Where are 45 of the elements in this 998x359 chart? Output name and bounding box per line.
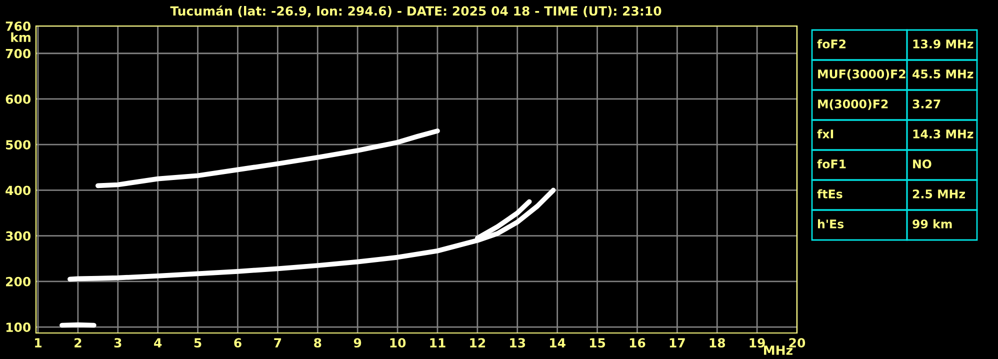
y-tick-label: 760: [6, 21, 31, 31]
text: M(3000)F2: [818, 99, 888, 110]
x-tick-label: 4: [154, 338, 162, 348]
text: 2.5 MHz: [912, 189, 965, 198]
x-tick-label: 17: [670, 338, 685, 348]
x-tick-label: 20: [789, 338, 806, 348]
text: NO: [913, 159, 932, 168]
y-axis-title: km: [11, 32, 30, 42]
y-tick-label: 400: [6, 186, 31, 196]
x-tick-label: 11: [430, 338, 446, 348]
x-tick-label: 13: [510, 338, 526, 348]
x-tick-label: 2: [74, 338, 82, 348]
x-tick-label: 14: [550, 338, 566, 348]
y-tick-label: 100: [6, 322, 31, 332]
x-tick-label: 12: [470, 338, 486, 348]
x-tick-label: 3: [114, 338, 122, 348]
text: 13.9 MHz: [913, 39, 974, 48]
text: fxI: [817, 129, 834, 138]
x-tick-label: 18: [710, 338, 726, 348]
x-tick-label: 15: [590, 338, 606, 348]
x-axis-title: MHz: [764, 346, 792, 355]
text: 99 km: [912, 219, 952, 228]
y-tick-label: 700: [6, 48, 31, 58]
chart-title: Tucumán (lat: -26.9, lon: 294.6) - DATE: 2025 04 18 - TIME (UT): 23:10: [170, 6, 662, 18]
x-tick-label: 1: [35, 338, 42, 348]
text: 14.3 MHz: [913, 129, 974, 138]
text: foF2: [817, 39, 846, 48]
x-tick-label: 10: [390, 338, 406, 348]
y-tick-label: 500: [6, 140, 31, 150]
y-tick-label: 200: [6, 276, 31, 286]
text: ftEs: [817, 189, 842, 198]
text: MUF(3000)F2: [818, 69, 906, 80]
x-tick-label: 8: [314, 338, 322, 348]
x-tick-label: 5: [194, 338, 202, 348]
x-tick-label: 6: [234, 338, 242, 348]
x-tick-label: 16: [630, 338, 646, 348]
text: 3.27: [912, 99, 940, 108]
y-tick-label: 600: [6, 94, 31, 104]
x-tick-label: 7: [274, 338, 282, 348]
text: h'Es: [818, 219, 844, 228]
x-tick-label: 9: [354, 338, 362, 348]
y-tick-label: 300: [6, 231, 31, 241]
x-tick-label: 19: [750, 338, 765, 348]
text: 45.5 MHz: [912, 70, 974, 78]
text: foF1: [817, 159, 846, 168]
